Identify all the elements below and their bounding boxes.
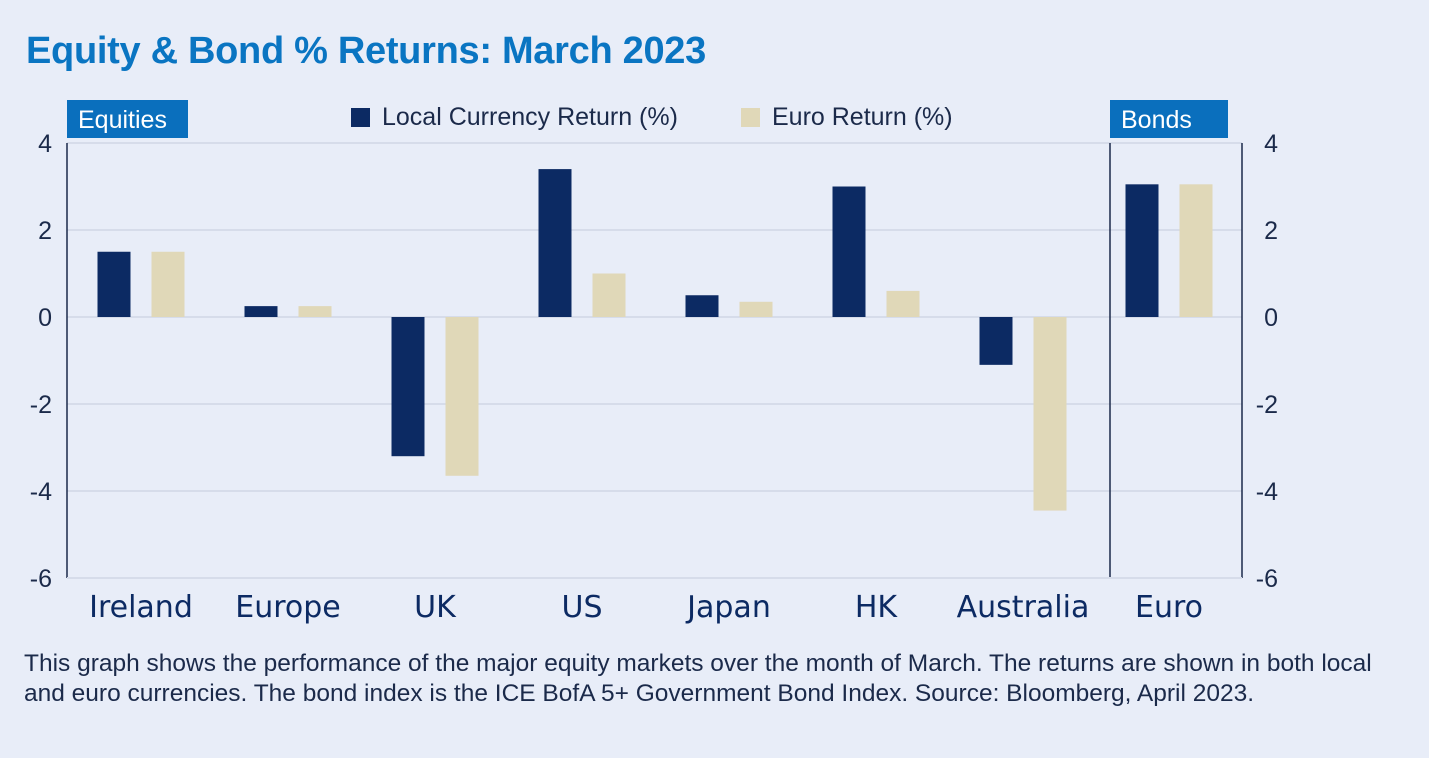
legend-label-local: Local Currency Return (%) [382, 103, 678, 131]
y-tick-label-right: 0 [1264, 304, 1278, 332]
x-tick-label: UK [414, 590, 457, 625]
returns-bar-chart: 4 2 0 -2 -4 -6 4 2 0 -2 -4 -6 Ireland Europe UK US Japan… [30, 130, 1278, 625]
y-tick-label-left: 0 [38, 304, 52, 332]
x-tick-label: Europe [235, 590, 341, 625]
legend-swatch-euro [741, 108, 760, 127]
bar-local-us [538, 169, 572, 317]
y-tick-label-left: -2 [30, 391, 52, 419]
y-tick-label-left: 4 [38, 130, 52, 158]
y-tick-label-right: -2 [1256, 391, 1278, 419]
bar-euro-us [592, 273, 626, 317]
y-tick-label-left: -6 [30, 565, 52, 593]
bar-local-euro [1125, 184, 1159, 317]
bar-euro-ireland [151, 251, 185, 317]
bar-euro-japan [739, 301, 773, 317]
bar-euro-australia [1033, 317, 1067, 511]
chart-title: Equity & Bond % Returns: March 2023 [26, 30, 706, 72]
equities-section-tag: Equities [67, 100, 188, 138]
legend-label-euro: Euro Return (%) [772, 103, 953, 131]
bar-local-australia [979, 317, 1013, 365]
x-tick-label: HK [855, 590, 899, 625]
chart-legend: Local Currency Return (%) Euro Return (%… [0, 100, 1429, 134]
y-tick-label-right: -4 [1256, 478, 1278, 506]
x-tick-label: Euro [1135, 590, 1203, 625]
x-tick-label: US [561, 590, 602, 625]
bar-euro-uk [445, 317, 479, 476]
bar-local-ireland [97, 251, 131, 317]
legend-swatch-local [351, 108, 370, 127]
bar-local-hk [832, 186, 866, 317]
y-tick-label-right: -6 [1256, 565, 1278, 593]
y-tick-label-left: -4 [30, 478, 52, 506]
y-tick-label-left: 2 [38, 217, 52, 245]
bar-local-uk [391, 317, 425, 457]
x-tick-label: Ireland [89, 590, 193, 625]
bar-euro-europe [298, 306, 332, 317]
bar-euro-euro [1179, 184, 1213, 317]
chart-caption: This graph shows the performance of the … [24, 650, 1372, 707]
bar-local-europe [244, 306, 278, 317]
x-tick-label: Australia [957, 590, 1090, 625]
y-tick-label-right: 2 [1264, 217, 1278, 245]
bar-local-japan [685, 295, 719, 317]
x-tick-label: Japan [685, 590, 771, 625]
y-tick-label-right: 4 [1264, 130, 1278, 158]
bonds-section-tag: Bonds [1110, 100, 1228, 138]
bar-euro-hk [886, 290, 920, 317]
